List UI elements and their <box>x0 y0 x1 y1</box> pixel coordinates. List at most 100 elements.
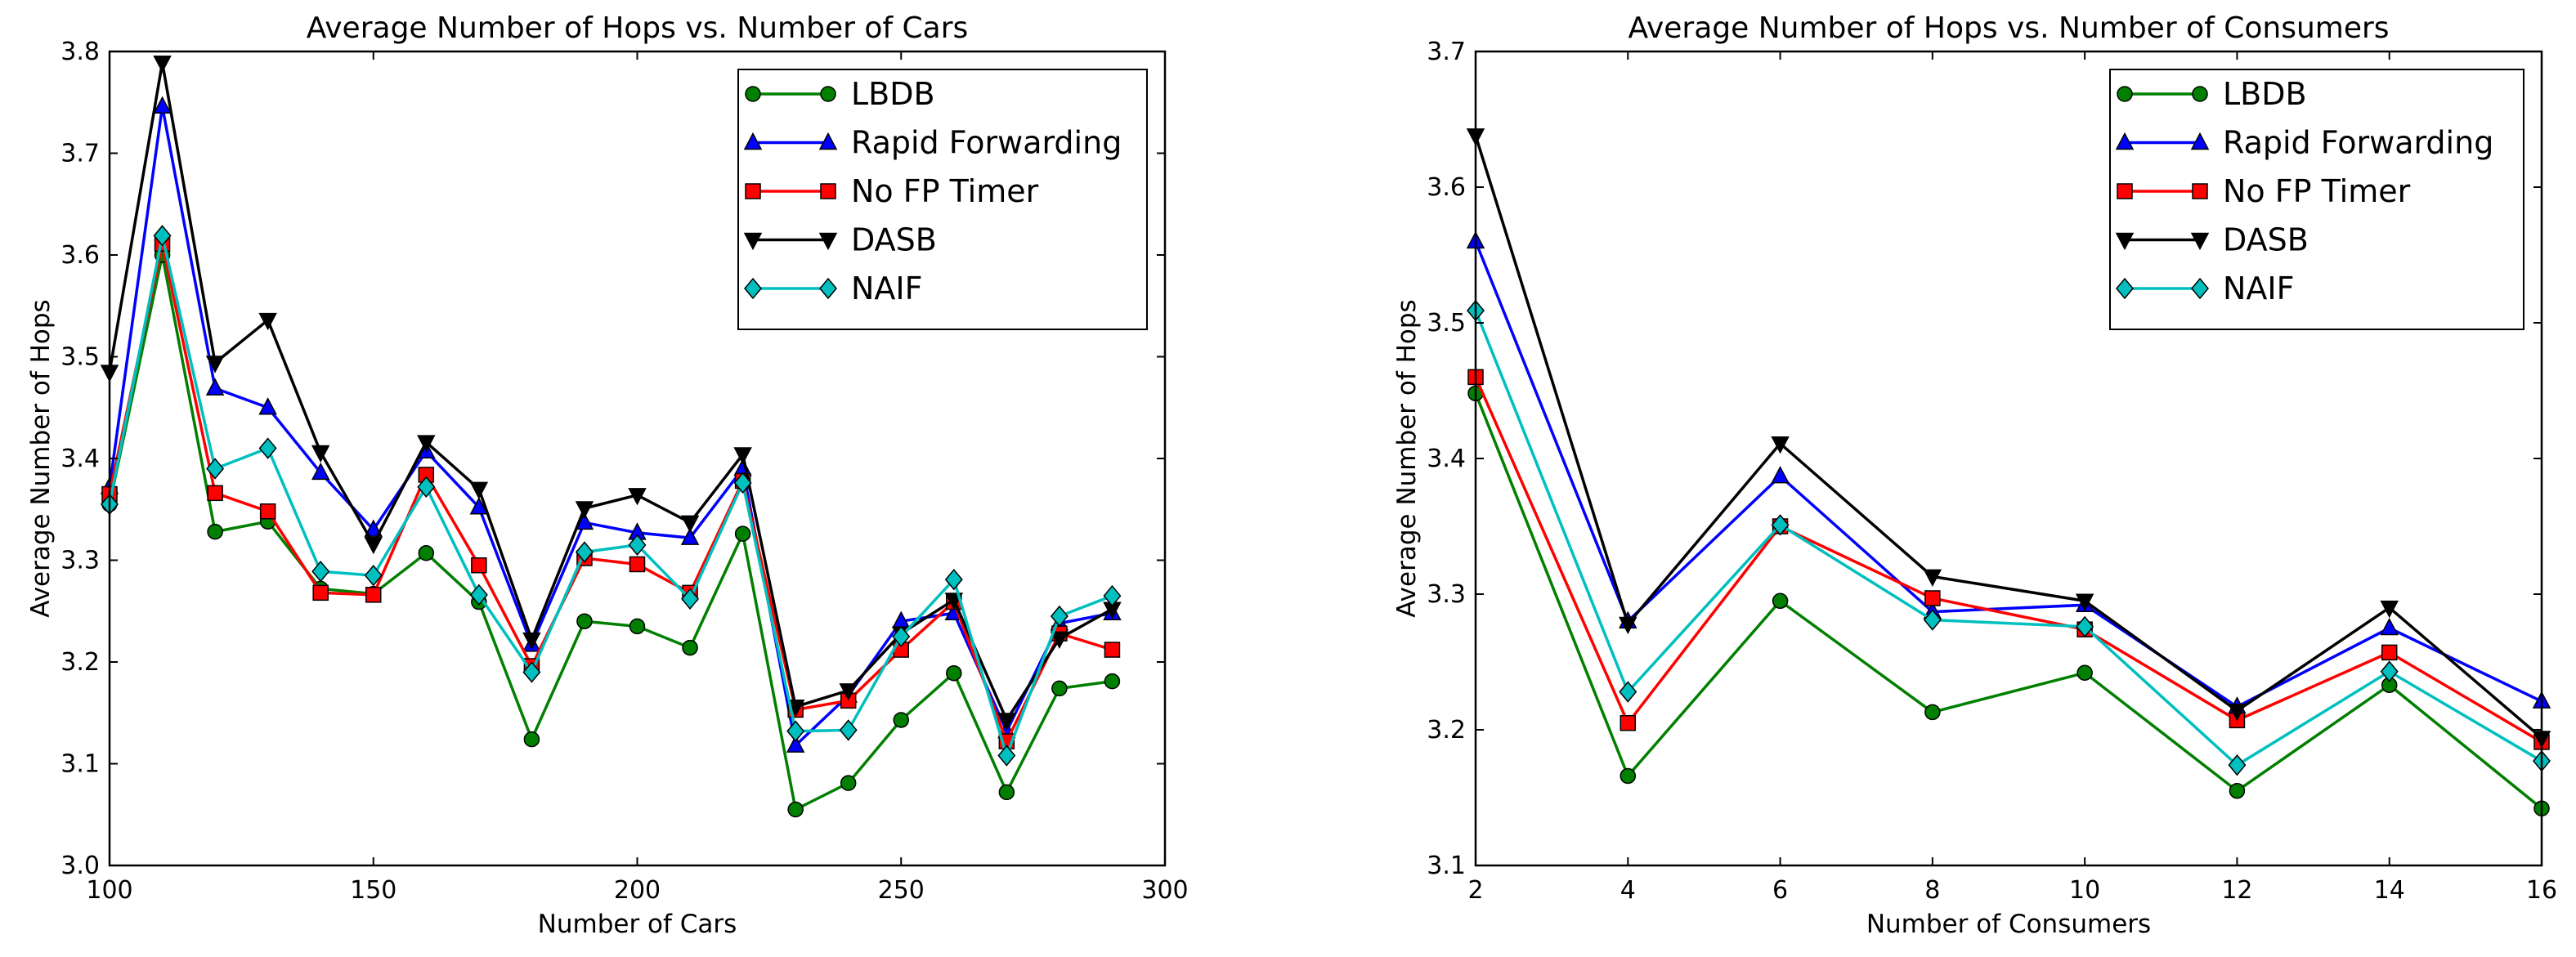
y-tick-label: 3.6 <box>1427 173 1466 202</box>
data-point <box>417 476 436 499</box>
legend-label: DASB <box>851 222 937 258</box>
data-point <box>153 225 172 247</box>
data-point <box>575 541 594 563</box>
data-point <box>2075 593 2094 611</box>
y-tick-label: 3.2 <box>60 648 100 677</box>
legend-label: LBDB <box>2223 76 2307 112</box>
data-point <box>1772 593 1789 610</box>
data-point <box>153 96 172 114</box>
data-point <box>2076 615 2094 638</box>
legend-marker <box>745 183 761 199</box>
data-point <box>840 775 857 791</box>
data-point <box>1620 767 1637 785</box>
data-point <box>2228 704 2247 722</box>
legend-marker <box>2190 232 2210 251</box>
data-point <box>311 462 330 481</box>
y-tick-label: 3.5 <box>60 343 100 372</box>
data-point <box>733 447 752 465</box>
data-point <box>1923 569 1942 588</box>
data-point <box>418 545 435 561</box>
series-lbdb <box>101 247 1121 818</box>
data-point <box>365 587 382 603</box>
x-tick-label: 6 <box>1772 876 1788 905</box>
legend: LBDB Rapid Forwarding No FP Timer DASB NAIF <box>737 69 1148 330</box>
x-tick-label: 14 <box>2374 876 2405 905</box>
data-point <box>471 557 487 574</box>
legend-item: LBDB <box>745 76 935 112</box>
data-point <box>892 625 911 648</box>
y-tick-label: 3.1 <box>60 750 100 779</box>
x-tick-label: 2 <box>1467 876 1483 905</box>
series-line <box>1474 392 2543 810</box>
series-line <box>1474 240 2542 709</box>
data-point <box>787 801 804 818</box>
legend-box <box>737 69 1148 330</box>
legend: LBDB Rapid Forwarding No FP Timer DASB NAIF <box>2109 69 2524 330</box>
legend-item: Rapid Forwarding <box>743 125 1122 161</box>
data-point <box>1050 605 1068 628</box>
legend-marker <box>2191 277 2209 300</box>
legend-item: NAIF <box>2116 271 2295 306</box>
legend-marker <box>2116 277 2134 300</box>
y-tick-label: 3.0 <box>60 852 100 880</box>
legend-label: NAIF <box>2223 271 2295 306</box>
data-point <box>575 501 594 519</box>
data-point <box>258 437 277 459</box>
legend-item: DASB <box>2115 222 2309 258</box>
data-point <box>839 719 858 741</box>
data-point <box>681 588 700 610</box>
data-point <box>680 515 700 534</box>
data-point <box>628 488 647 506</box>
x-tick-label: 10 <box>2069 876 2100 905</box>
data-point <box>207 523 223 540</box>
x-tick-label: 12 <box>2221 876 2252 905</box>
data-point <box>364 565 383 587</box>
data-point <box>944 568 963 591</box>
data-point <box>733 472 752 494</box>
series-line <box>1474 310 2542 767</box>
data-point <box>469 497 489 515</box>
data-point <box>1924 590 1941 606</box>
x-axis-label: Number of Cars <box>538 910 737 939</box>
data-point <box>946 664 962 682</box>
data-point <box>1923 609 1942 631</box>
y-tick-label: 3.4 <box>1427 445 1466 473</box>
x-tick-label: 16 <box>2526 876 2557 905</box>
data-point <box>523 731 540 748</box>
series-line <box>108 105 1113 749</box>
data-point <box>469 481 489 499</box>
legend-item: No FP Timer <box>2117 173 2411 209</box>
data-point <box>364 519 383 537</box>
legend-marker <box>818 132 838 150</box>
y-tick-label: 3.8 <box>60 38 100 66</box>
legend-marker <box>2192 183 2208 199</box>
data-point <box>2380 660 2399 682</box>
data-point <box>207 485 223 502</box>
series-naif <box>1467 299 2551 776</box>
y-tick-label: 3.1 <box>1427 852 1466 880</box>
legend-label: No FP Timer <box>851 173 1039 209</box>
x-tick-label: 300 <box>1141 876 1188 905</box>
data-point <box>998 784 1015 801</box>
data-point <box>1771 514 1790 536</box>
legend-marker <box>2117 183 2133 199</box>
data-point <box>893 712 909 728</box>
series-rapid-forwarding <box>100 96 1122 753</box>
series-dasb <box>1466 128 2551 749</box>
data-point <box>839 683 858 701</box>
series-lbdb <box>1467 385 2550 817</box>
data-point <box>417 435 436 453</box>
data-point <box>522 661 541 683</box>
legend-marker <box>2192 86 2208 102</box>
x-tick-label: 150 <box>350 876 396 905</box>
data-point <box>2381 644 2398 661</box>
x-tick-label: 250 <box>878 876 925 905</box>
legend-item: DASB <box>743 222 937 258</box>
data-point <box>997 745 1016 767</box>
data-point <box>786 720 805 742</box>
data-point <box>1104 642 1121 658</box>
chart-title: Average Number of Hops vs. Number of Car… <box>307 11 969 45</box>
data-point <box>1051 680 1068 697</box>
data-point <box>1103 584 1122 607</box>
legend-marker <box>2190 132 2210 150</box>
